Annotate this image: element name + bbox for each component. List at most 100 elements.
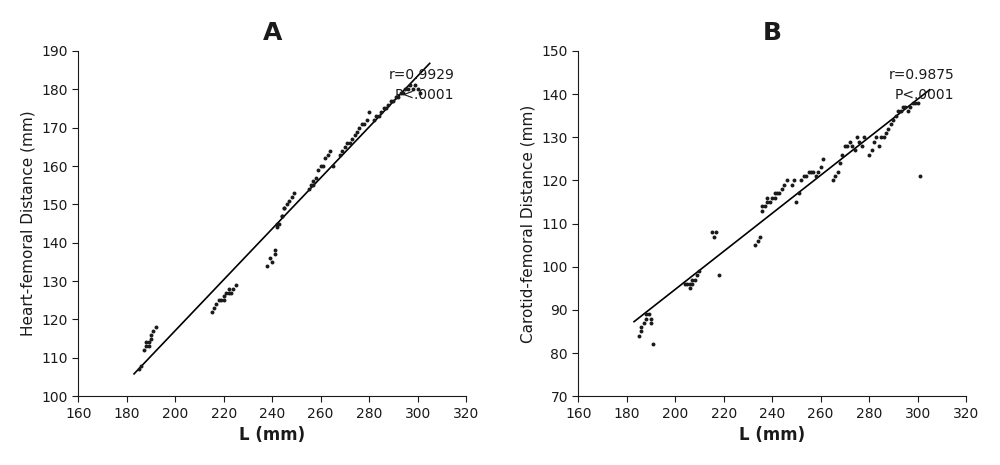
Y-axis label: Carotid-femoral Distance (mm): Carotid-femoral Distance (mm) (521, 105, 536, 343)
Point (631, 332, 647, 339)
Point (373, 109, 389, 116)
Y-axis label: Heart-femoral Distance (mm): Heart-femoral Distance (mm) (21, 111, 36, 336)
Point (767, 190, 783, 197)
Point (774, 186, 790, 193)
Point (208, 300, 224, 308)
Point (815, 155, 831, 163)
Point (264, 258, 280, 266)
Point (143, 331, 159, 339)
Point (276, 205, 292, 212)
Point (759, 194, 775, 201)
Point (133, 362, 149, 369)
Point (854, 142, 870, 150)
Point (269, 220, 285, 227)
Point (337, 143, 353, 151)
Point (907, 99, 923, 106)
Point (376, 105, 392, 112)
Point (269, 224, 285, 231)
Point (711, 272, 727, 279)
Point (303, 181, 319, 189)
Point (844, 142, 860, 150)
Point (131, 365, 147, 373)
Point (868, 133, 884, 141)
Point (754, 207, 770, 214)
Point (679, 280, 695, 288)
Point (349, 128, 365, 135)
Point (407, 82, 423, 89)
X-axis label: L (mm): L (mm) (739, 426, 805, 444)
Point (221, 285, 237, 292)
Point (334, 147, 350, 154)
Point (864, 146, 880, 154)
Point (895, 103, 911, 111)
Point (259, 262, 275, 270)
Point (141, 343, 157, 350)
Point (750, 237, 766, 245)
Point (308, 174, 324, 181)
Point (276, 205, 292, 212)
Point (310, 166, 326, 173)
Point (385, 97, 401, 105)
Point (706, 233, 722, 240)
Point (271, 220, 287, 227)
Point (762, 198, 778, 206)
Point (405, 86, 421, 93)
Point (216, 293, 232, 300)
Point (397, 86, 413, 93)
Point (378, 105, 394, 112)
Point (902, 103, 918, 111)
Point (643, 319, 659, 326)
Point (267, 247, 283, 254)
Point (786, 177, 802, 184)
Point (900, 107, 916, 115)
Point (645, 341, 661, 348)
Point (798, 173, 814, 180)
Point (759, 198, 775, 206)
Point (390, 93, 406, 101)
Point (410, 86, 426, 93)
Point (687, 276, 703, 283)
Point (320, 151, 336, 158)
Point (145, 327, 161, 335)
Point (682, 280, 698, 288)
Point (305, 181, 321, 189)
Point (206, 304, 222, 312)
Point (861, 151, 877, 158)
Point (888, 112, 904, 120)
Text: r=0.9929
P<.0001: r=0.9929 P<.0001 (389, 68, 454, 102)
Point (305, 178, 321, 185)
Point (380, 101, 396, 108)
Point (788, 198, 804, 206)
Point (885, 116, 901, 124)
Point (708, 228, 724, 236)
Point (856, 133, 872, 141)
Point (641, 311, 657, 318)
Point (801, 168, 817, 175)
Point (827, 173, 843, 180)
Point (890, 107, 906, 115)
Point (286, 189, 302, 197)
Point (830, 168, 846, 175)
Point (803, 168, 819, 175)
Point (383, 97, 399, 105)
Point (633, 324, 649, 331)
Point (216, 297, 232, 304)
Point (138, 339, 154, 346)
Point (876, 133, 892, 141)
Point (779, 177, 795, 184)
Point (204, 308, 220, 316)
Point (347, 132, 363, 139)
Point (878, 129, 894, 137)
Point (752, 233, 768, 240)
Point (228, 281, 244, 289)
Point (684, 280, 700, 288)
Point (636, 319, 652, 326)
Point (866, 138, 882, 145)
Point (274, 212, 290, 219)
Point (808, 173, 824, 180)
Point (322, 147, 338, 154)
Point (764, 194, 780, 201)
Point (267, 251, 283, 258)
Point (747, 241, 763, 249)
Point (832, 159, 848, 167)
